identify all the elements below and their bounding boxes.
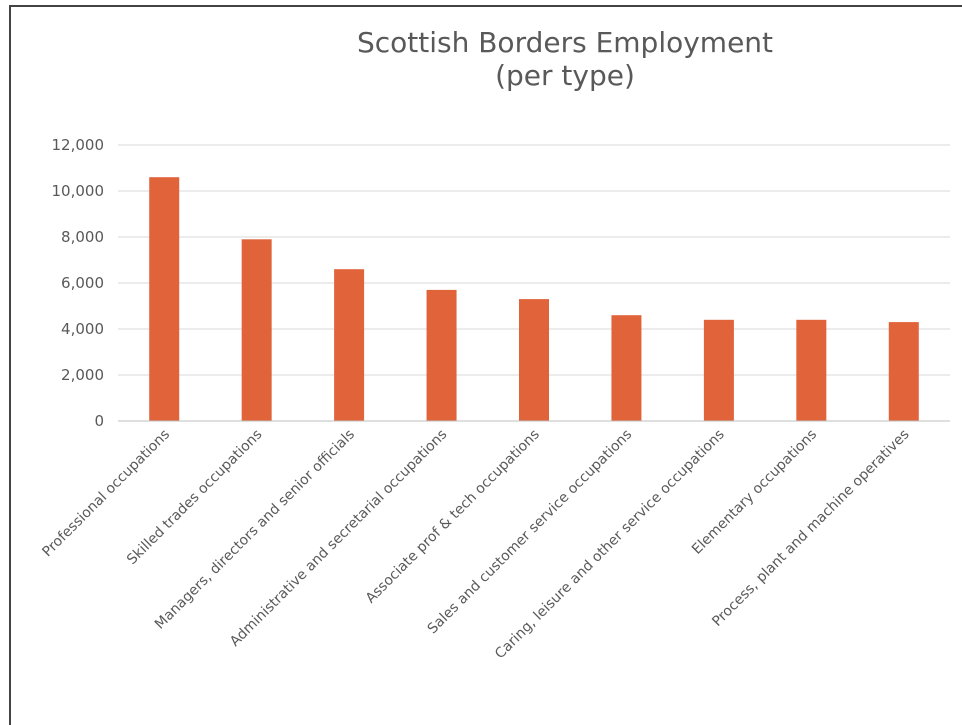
bar xyxy=(796,319,827,421)
y-tick-label: 2,000 xyxy=(61,366,104,384)
bar xyxy=(611,315,642,421)
bar xyxy=(241,239,272,421)
bar xyxy=(426,289,457,421)
bar xyxy=(519,299,549,421)
x-category-label: Managers, directors and senior officials xyxy=(152,427,358,633)
bar xyxy=(334,269,365,421)
x-category-label: Associate prof & tech occupations xyxy=(363,427,543,607)
y-tick-label: 10,000 xyxy=(52,182,105,200)
x-category-label: Process, plant and machine operatives xyxy=(709,427,912,630)
y-tick-label: 4,000 xyxy=(61,320,104,338)
bar xyxy=(703,319,734,421)
y-tick-label: 12,000 xyxy=(52,136,105,154)
y-tick-label: 8,000 xyxy=(61,228,104,246)
y-tick-label: 0 xyxy=(94,412,104,430)
x-category-label: Sales and customer service occupations xyxy=(425,427,636,638)
bars xyxy=(149,177,919,421)
bar xyxy=(149,177,180,421)
chart-subtitle: (per type) xyxy=(495,59,635,92)
chart-title: Scottish Borders Employment xyxy=(357,26,773,59)
y-tick-label: 6,000 xyxy=(61,274,104,292)
chart-frame xyxy=(9,5,962,725)
y-axis-tick-labels: 0 2,000 4,000 6,000 8,000 10,000 12,000 xyxy=(52,136,105,430)
x-category-label: Administrative and secretarial occupatio… xyxy=(227,427,450,650)
bar xyxy=(888,322,919,421)
